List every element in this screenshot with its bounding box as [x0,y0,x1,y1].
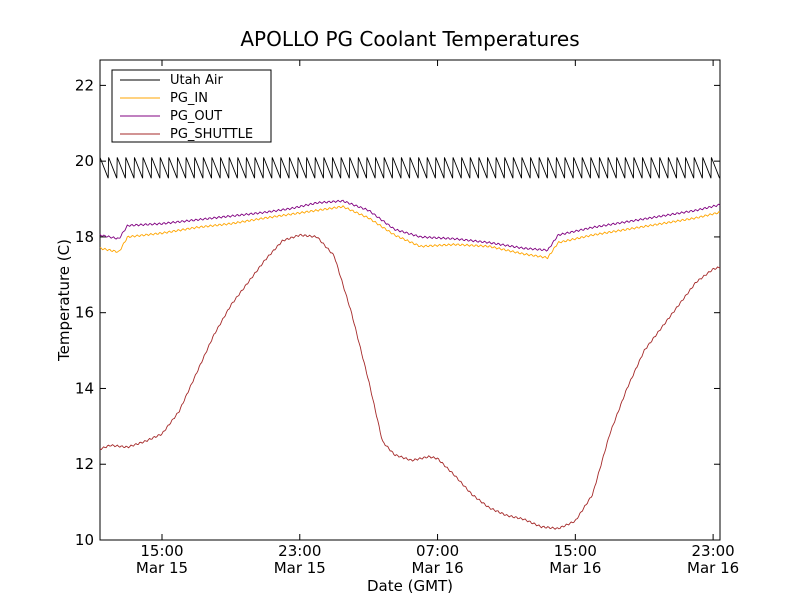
y-tick-label: 22 [75,76,94,94]
x-tick-time-label: 07:00 [416,542,459,560]
y-tick-label: 16 [75,304,94,322]
legend-box [111,69,272,143]
y-tick-label: 20 [75,152,94,170]
chart-title: APOLLO PG Coolant Temperatures [240,27,579,51]
y-tick-label: 18 [75,228,94,246]
x-tick-date-label: Mar 16 [549,559,601,577]
x-tick-time-label: 15:00 [140,542,183,560]
x-tick-date-label: Mar 15 [274,559,326,577]
legend: Utah Air PG_IN PG_OUT PG_SHUTTLE [111,69,272,143]
y-tick-label: 10 [75,531,94,549]
plot-frame [99,59,721,541]
x-tick-date-label: Mar 15 [136,559,188,577]
y-tick-label: 12 [75,455,94,473]
series-lines [99,157,721,530]
x-tick-time-label: 23:00 [278,542,321,560]
series-line-utah-air [99,157,720,179]
x-tick-date-label: Mar 16 [687,559,739,577]
y-tick-label: 14 [75,379,94,397]
legend-label: Utah Air [170,73,223,88]
series-line-pg-in [99,205,721,260]
x-tick-time-label: 23:00 [691,542,734,560]
legend-label: PG_IN [170,91,208,106]
y-axis-label: Temperature (C) [55,239,73,362]
y-axis: 10 12 14 16 18 20 22 [75,76,720,549]
series-line-pg-out [99,199,721,252]
legend-label: PG_SHUTTLE [170,127,253,142]
x-tick-time-label: 15:00 [554,542,597,560]
legend-label: PG_OUT [170,109,222,124]
x-axis-label: Date (GMT) [367,577,453,595]
x-tick-date-label: Mar 16 [411,559,463,577]
series-line-pg-shuttle [99,233,721,530]
